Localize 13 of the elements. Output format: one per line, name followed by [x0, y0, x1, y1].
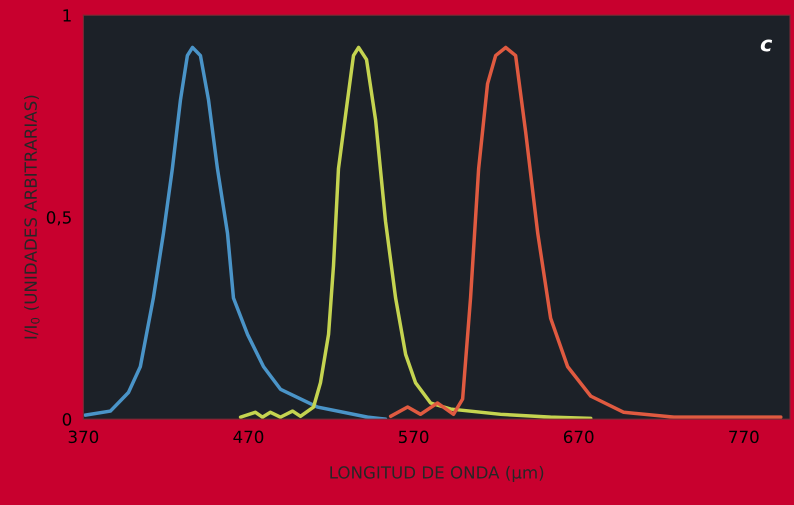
y-axis-title: I/I$_{0}$ (UNIDADES ARBITRARIAS) — [24, 96, 40, 338]
x-tick-label: 370 — [68, 430, 98, 444]
line-series — [84, 46, 388, 420]
y-tick-label: 1 — [63, 9, 71, 22]
y-tick-label: 0 — [62, 413, 72, 426]
x-tick-label: 570 — [398, 430, 428, 444]
line-series — [238, 46, 592, 420]
x-tick-label: 670 — [564, 430, 594, 444]
x-tick-label: 770 — [729, 430, 759, 444]
x-axis-title: LONGITUD DE ONDA (µm) — [330, 466, 544, 482]
x-tick-label: 470 — [233, 430, 264, 444]
annotation: c — [760, 40, 772, 52]
y-tick-label: 0,5 — [46, 211, 71, 226]
